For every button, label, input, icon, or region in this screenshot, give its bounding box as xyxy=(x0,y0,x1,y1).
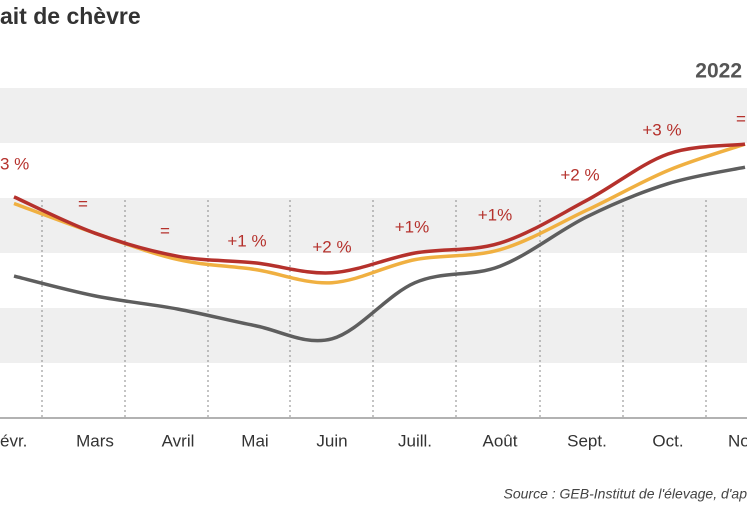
annotation: = xyxy=(736,109,746,128)
annotation: +3 % xyxy=(642,120,681,139)
source: Source : GEB-Institut de l'élevage, d'ap xyxy=(504,486,747,502)
annotation: +2 % xyxy=(312,237,351,256)
x-tick-label: Mars xyxy=(76,431,114,450)
annotation: = xyxy=(160,221,170,240)
annotation: +1 % xyxy=(227,231,266,250)
annotation: 3 % xyxy=(0,154,29,173)
annotation: +1% xyxy=(395,217,430,236)
separators xyxy=(41,200,707,418)
legend-label: 2022 xyxy=(695,60,742,83)
annotation: = xyxy=(78,194,88,213)
x-tick-label: évr. xyxy=(0,431,27,450)
x-tick-label: No xyxy=(728,431,747,450)
x-tick-label: Mai xyxy=(241,431,268,450)
x-tick-label: Août xyxy=(483,431,518,450)
x-tick-label: Avril xyxy=(162,431,195,450)
annotation: +2 % xyxy=(560,165,599,184)
x-tick-label: Sept. xyxy=(567,431,607,450)
annotation: +1% xyxy=(478,205,513,224)
series-line xyxy=(13,142,746,275)
band xyxy=(0,88,747,143)
x-tick-label: Juin xyxy=(316,431,347,450)
series-line xyxy=(13,165,746,343)
chart-title: ait de chèvre xyxy=(0,3,141,29)
x-tick-label: Oct. xyxy=(652,431,683,450)
x-tick-label: Juill. xyxy=(398,431,432,450)
